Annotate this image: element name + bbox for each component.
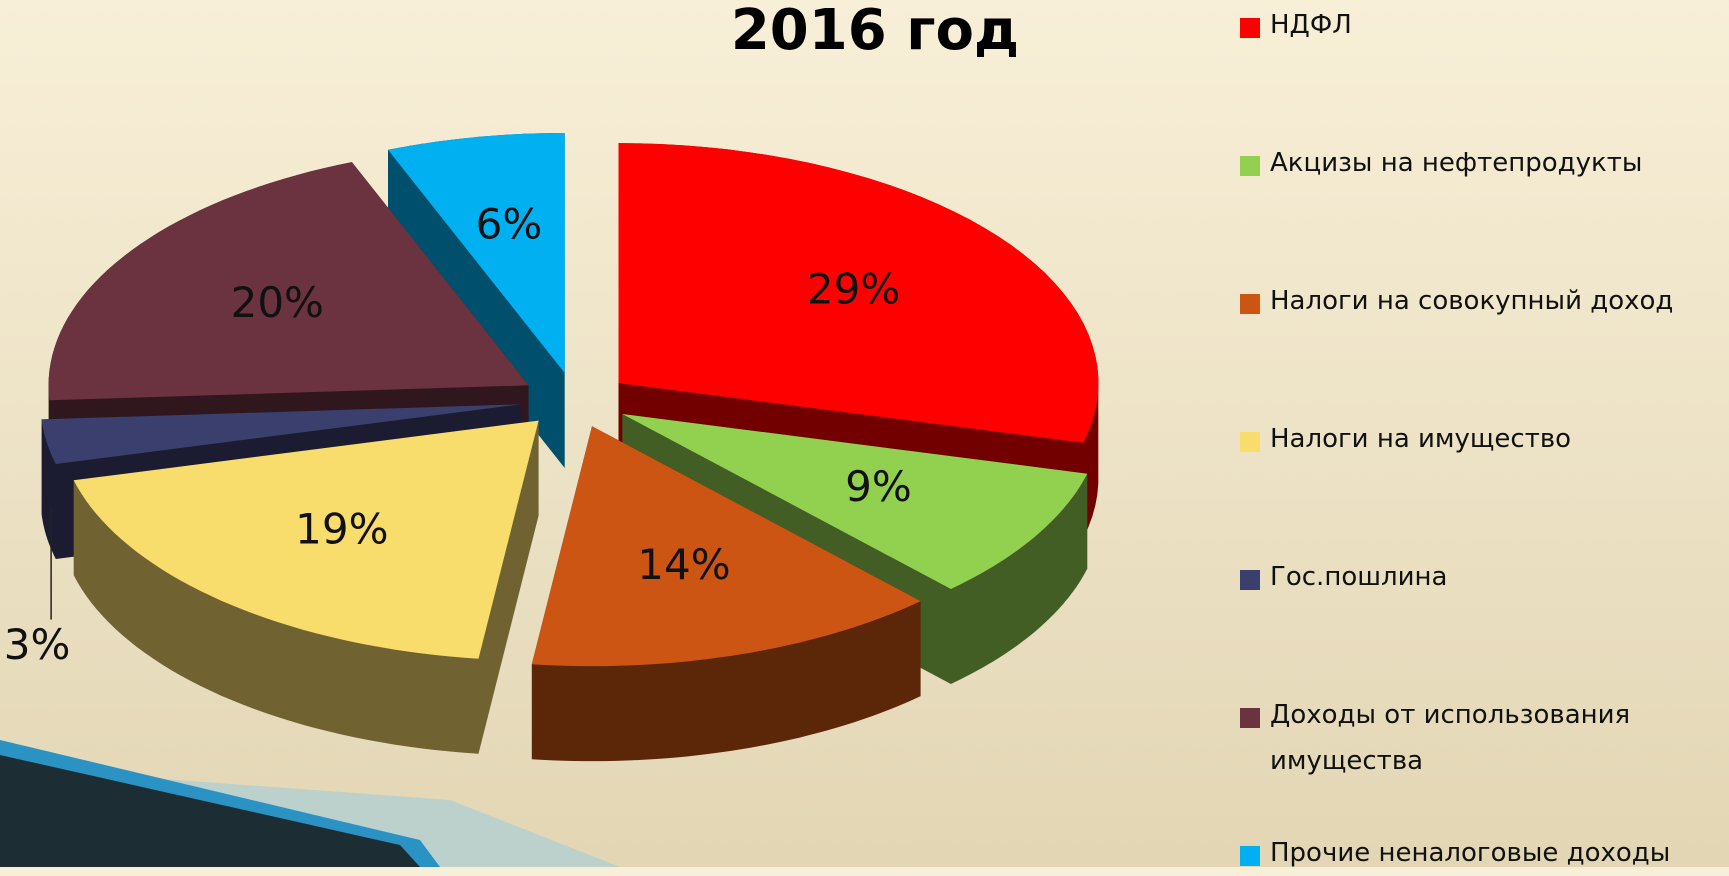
legend-item: Налоги на имущество (1240, 426, 1710, 462)
legend-label: Прочие неналоговые доходы (1270, 830, 1710, 876)
legend-label: Доходы от использования имущества (1270, 692, 1710, 784)
legend-label: Налоги на совокупный доход (1270, 278, 1710, 324)
legend-swatch (1240, 18, 1260, 38)
legend-swatch (1240, 156, 1260, 176)
legend-item: Налоги на совокупный доход (1240, 288, 1710, 324)
legend-item: Прочие неналоговые доходы (1240, 840, 1710, 876)
legend-item: Доходы от использования имущества (1240, 702, 1710, 784)
data-label: 19% (295, 505, 388, 554)
legend-swatch (1240, 570, 1260, 590)
chart-title: 2016 год (731, 0, 1019, 63)
legend-label: Акцизы на нефтепродукты (1270, 140, 1710, 186)
page: 2016 год 29% 9% 14% 19% 3% 20% 6% НДФЛ Акцизы н… (0, 0, 1729, 867)
legend-label: Налоги на имущество (1270, 416, 1710, 462)
data-label: 29% (807, 264, 900, 313)
legend-item: Акцизы на нефтепродукты (1240, 150, 1710, 186)
legend-swatch (1240, 294, 1260, 314)
data-label: 14% (637, 540, 730, 589)
data-label: 3% (4, 620, 71, 669)
legend: НДФЛ Акцизы на нефтепродукты Налоги на сов… (1240, 0, 1729, 867)
data-label: 9% (845, 462, 912, 511)
data-label: 20% (231, 278, 324, 327)
legend-swatch (1240, 708, 1260, 728)
legend-item: Гос.пошлина (1240, 564, 1710, 600)
legend-swatch (1240, 432, 1260, 452)
legend-label: НДФЛ (1270, 2, 1710, 48)
legend-label: Гос.пошлина (1270, 554, 1710, 600)
data-label: 6% (476, 199, 543, 248)
legend-item: НДФЛ (1240, 12, 1710, 48)
legend-swatch (1240, 846, 1260, 866)
